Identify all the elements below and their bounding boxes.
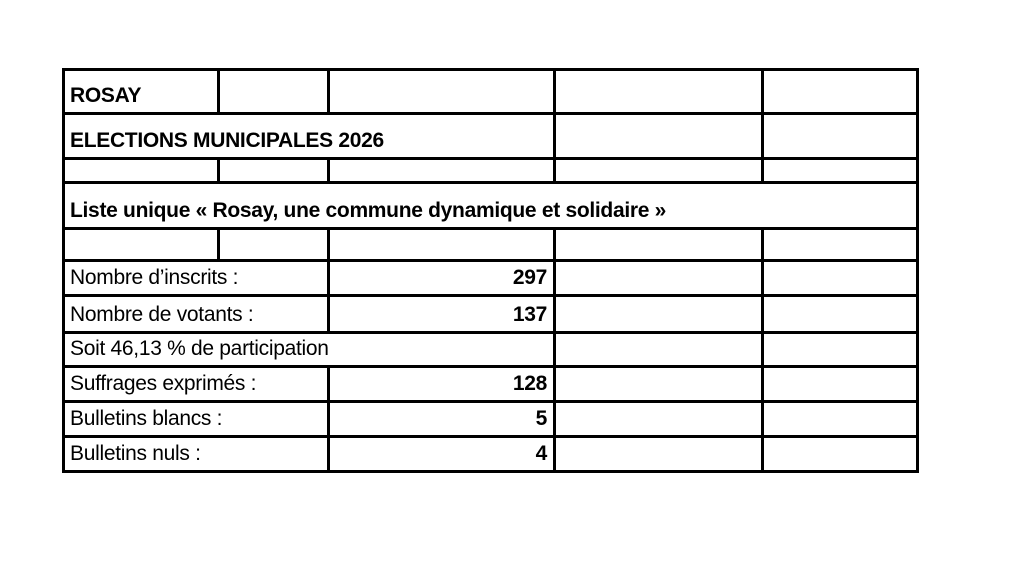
empty-cell	[553, 331, 764, 368]
table-row	[62, 157, 919, 184]
voters-value: 137	[327, 294, 556, 334]
table-row	[62, 227, 919, 262]
registered-voters-label: Nombre d’inscrits :	[62, 259, 330, 297]
commune-name-cell: ROSAY	[62, 68, 220, 115]
table-row: Soit 46,13 % de participation	[62, 331, 919, 368]
empty-cell	[217, 157, 330, 184]
empty-cell	[553, 112, 764, 160]
blank-ballots-value: 5	[327, 400, 556, 438]
empty-cell	[553, 227, 764, 262]
participation-note: Soit 46,13 % de participation	[62, 331, 556, 368]
empty-cell	[327, 227, 556, 262]
empty-cell	[553, 294, 764, 334]
blank-ballots-label: Bulletins blancs :	[62, 400, 330, 438]
election-title-cell: ELECTIONS MUNICIPALES 2026	[62, 112, 556, 160]
empty-cell	[327, 68, 556, 115]
table-row: Nombre de votants : 137	[62, 294, 919, 334]
list-title-cell: Liste unique « Rosay, une commune dynami…	[62, 181, 919, 230]
empty-cell	[761, 400, 919, 438]
voters-label: Nombre de votants :	[62, 294, 330, 334]
registered-voters-value: 297	[327, 259, 556, 297]
table-row: Suffrages exprimés : 128	[62, 365, 919, 403]
empty-cell	[62, 227, 220, 262]
table-row: ROSAY	[62, 68, 919, 115]
table-row: Bulletins nuls : 4	[62, 435, 919, 473]
valid-votes-value: 128	[327, 365, 556, 403]
empty-cell	[553, 400, 764, 438]
election-results-table: ROSAY ELECTIONS MUNICIPALES 2026 Liste u…	[62, 68, 919, 473]
table-row: Nombre d’inscrits : 297	[62, 259, 919, 297]
empty-cell	[761, 365, 919, 403]
table-row: ELECTIONS MUNICIPALES 2026	[62, 112, 919, 160]
empty-cell	[761, 68, 919, 115]
empty-cell	[761, 227, 919, 262]
empty-cell	[761, 157, 919, 184]
valid-votes-label: Suffrages exprimés :	[62, 365, 330, 403]
empty-cell	[761, 435, 919, 473]
empty-cell	[761, 112, 919, 160]
empty-cell	[553, 435, 764, 473]
void-ballots-value: 4	[327, 435, 556, 473]
empty-cell	[761, 294, 919, 334]
empty-cell	[553, 68, 764, 115]
empty-cell	[761, 259, 919, 297]
empty-cell	[217, 227, 330, 262]
empty-cell	[553, 365, 764, 403]
empty-cell	[327, 157, 556, 184]
void-ballots-label: Bulletins nuls :	[62, 435, 330, 473]
empty-cell	[62, 157, 220, 184]
empty-cell	[553, 157, 764, 184]
table-row: Liste unique « Rosay, une commune dynami…	[62, 181, 919, 230]
table-row: Bulletins blancs : 5	[62, 400, 919, 438]
empty-cell	[553, 259, 764, 297]
empty-cell	[217, 68, 330, 115]
empty-cell	[761, 331, 919, 368]
